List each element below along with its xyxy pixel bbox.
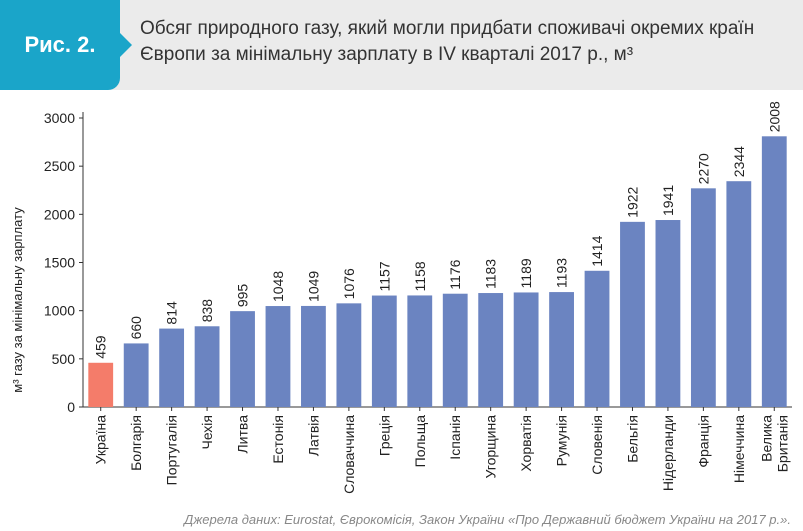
y-tick-label: 1000 [44,303,75,319]
category-label: Болгарія [128,415,144,471]
bar [123,343,149,407]
bar-value-label: 1922 [624,186,640,217]
y-tick-label: 1500 [44,255,75,271]
bar-value-label: 1941 [660,185,676,216]
bar-value-label: 995 [235,284,251,308]
bar-value-label: 1076 [341,268,357,299]
bar-value-label: 1158 [412,261,428,291]
chart-title: Обсяг природного газу, який могли придба… [140,16,790,68]
bar-value-label: 2344 [731,146,747,177]
category-label: Україна [93,415,109,465]
y-tick-label: 3000 [44,110,75,126]
category-label: Португалія [164,415,180,485]
category-label: Польща [412,415,428,468]
y-tick-label: 500 [52,351,76,367]
y-axis-label: м³ газу за мінімальну зарплату [10,207,25,393]
bar [407,295,433,407]
bar [194,326,220,407]
bar-value-label: 1048 [270,271,286,302]
bar-value-label: 1157 [376,261,392,291]
bar-value-label: 814 [164,301,180,325]
bar [726,181,752,407]
category-label: Франція [695,415,711,468]
category-label: Словенія [589,415,605,475]
category-label: Іспанія [447,415,463,460]
bar-value-label: 1414 [589,235,605,266]
category-label: Словаччина [341,415,357,494]
bar [513,292,539,407]
bar-chart: 0 500 1000 1500 2000 2500 3000 459 Україна 660 Бо… [10,101,792,494]
bar [88,362,114,407]
bar-value-label: 1176 [447,259,463,289]
category-label: Чехія [199,415,215,450]
category-label: Румунія [554,415,570,466]
bar-value-label: 2008 [766,101,782,132]
y-tick-label: 0 [67,399,75,415]
category-label: Бельгія [624,415,640,463]
category-label: Естонія [270,415,286,464]
category-label: Нідерланди [660,415,676,491]
bar-value-label: 1189 [518,258,534,288]
bar [690,188,716,407]
bar-value-label: 459 [93,335,109,359]
bar-value-label: 1183 [483,259,499,289]
figure-badge: Рис. 2. [0,0,132,90]
bar [620,221,645,407]
category-label: Греція [376,415,392,456]
bar [265,306,291,407]
bar-value-label: 660 [128,316,144,340]
category-label: Литва [235,415,251,454]
category-label: Хорватія [518,415,534,472]
bar-value-label: 838 [199,299,215,323]
bar [371,295,397,407]
bar [761,136,787,407]
category-label: Велика [758,415,774,462]
bar [655,220,681,407]
chart-title-line2: Європи за мінімальну зарплату в ІV кварт… [140,44,634,65]
chart-title-line1: Обсяг природного газу, який могли придба… [140,18,755,39]
y-tick-label: 2000 [44,206,75,222]
y-tick-label: 2500 [44,158,75,174]
bar [159,328,185,407]
category-label: Латвія [305,415,321,456]
bar [230,311,255,407]
category-label: Німеччина [731,415,747,483]
bar [442,293,468,407]
category-label: Угорщина [483,415,499,479]
bar [584,270,610,407]
bar [301,305,326,407]
bar-value-label: 2270 [695,153,711,184]
header-band [0,0,803,90]
bar [549,292,574,407]
bar-value-label: 1193 [554,258,570,288]
bar [478,293,504,407]
source-note: Джерела даних: Eurostat, Єврокомісія, За… [184,512,791,527]
category-label: Британія [774,415,790,472]
bar-value-label: 1049 [305,271,321,302]
bar [336,303,362,407]
